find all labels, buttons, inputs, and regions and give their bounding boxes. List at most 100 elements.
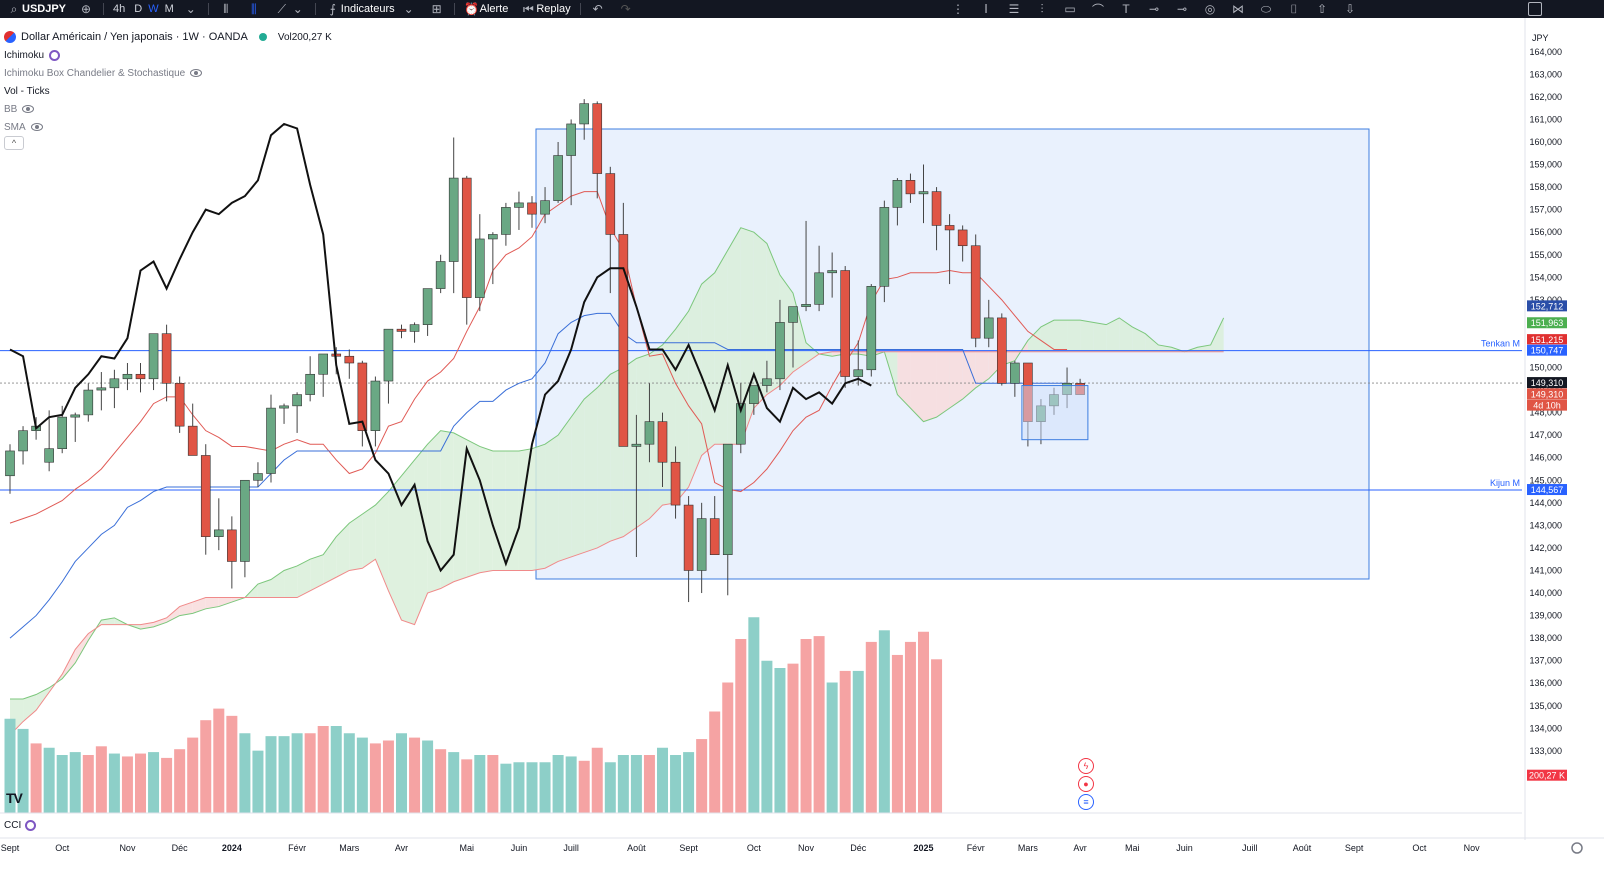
- volume-bar: [69, 752, 81, 813]
- volume-bar: [500, 763, 512, 813]
- legend-title: Dollar Américain / Yen japonais · 1W · O…: [21, 31, 248, 43]
- candle-body: [983, 317, 994, 339]
- brush-icon[interactable]: ⌒: [1091, 2, 1104, 17]
- redo-button[interactable]: ↷: [612, 0, 640, 18]
- kumo-segment: [323, 536, 337, 585]
- cci-pane-label[interactable]: CCI: [4, 820, 37, 831]
- line-style-button[interactable]: ⟋ ⌄: [268, 0, 312, 18]
- price-label: 200,27 K: [1529, 771, 1565, 781]
- candle-body: [996, 317, 1007, 384]
- legend-volume: Vol200,27 K: [277, 31, 332, 43]
- circle-icon[interactable]: ◎: [1204, 2, 1216, 16]
- symbol-search[interactable]: ⌕ USDJPY: [0, 0, 72, 18]
- flash-icon[interactable]: ϟ: [1078, 758, 1094, 774]
- hline-icon[interactable]: ⊸: [1176, 2, 1188, 16]
- candle-body: [5, 450, 15, 477]
- pattern-icon[interactable]: ⋈: [1232, 2, 1244, 16]
- candles-button[interactable]: ⫼: [240, 0, 268, 18]
- volume-bar: [839, 670, 851, 813]
- interval-dropdown[interactable]: ⌄: [177, 0, 205, 18]
- kumo-segment: [649, 344, 663, 519]
- volume-bar: [369, 743, 381, 813]
- volume-bar: [722, 682, 734, 813]
- kumo-segment: [1132, 326, 1146, 352]
- text-icon[interactable]: T: [1122, 2, 1130, 16]
- us-flag-icon[interactable]: ≡: [1078, 794, 1094, 810]
- price-label-bg: [1527, 317, 1567, 329]
- toolbar-divider: [579, 3, 581, 15]
- eye-hidden-icon[interactable]: [22, 105, 35, 113]
- undo-button[interactable]: ↶: [584, 0, 612, 18]
- top-toolbar: ⌕ USDJPY ⊕ 4h D W M ⌄ ⫴ ⫼ ⟋ ⌄ ⨍ Indicateu…: [0, 0, 1604, 18]
- candle-body: [474, 238, 485, 298]
- price-tick-label: 163,000: [1529, 69, 1562, 79]
- note-icon[interactable]: ⌷: [1290, 1, 1298, 16]
- interval-m[interactable]: M: [164, 3, 174, 15]
- templates-button[interactable]: ⊞: [423, 0, 451, 18]
- kumo-segment: [336, 523, 350, 578]
- add-symbol-button[interactable]: ⊕: [72, 0, 100, 18]
- kumo-segment: [310, 554, 324, 591]
- ray-icon[interactable]: ⊸: [1148, 2, 1160, 16]
- replay-button[interactable]: ⏮ Replay: [514, 0, 576, 18]
- collapse-legend-button[interactable]: ^: [4, 136, 24, 150]
- candle-body: [592, 103, 603, 174]
- cursor-icon[interactable]: ⋮: [952, 2, 964, 16]
- volume-bar: [787, 663, 799, 813]
- settings-gear-icon[interactable]: [1571, 842, 1583, 854]
- volume-bar: [95, 746, 107, 813]
- price-axis-bg: [1525, 18, 1604, 877]
- lines-icon[interactable]: ☰: [1008, 2, 1020, 16]
- volume-bar: [931, 659, 943, 813]
- arrow-up-icon[interactable]: ⇧: [1316, 2, 1328, 16]
- alert-button[interactable]: ⏰ Alerte: [458, 0, 515, 18]
- eye-hidden-icon[interactable]: [190, 69, 203, 77]
- candle-body: [905, 180, 916, 195]
- toolbar-divider: [103, 3, 105, 15]
- shape-icon[interactable]: ⬭: [1260, 1, 1272, 16]
- candle-body: [200, 455, 211, 537]
- indicator-sma[interactable]: SMA: [4, 118, 332, 136]
- candle-body: [96, 387, 107, 391]
- indicators-button[interactable]: ⨍ Indicateurs ⌄: [319, 0, 423, 18]
- fullscreen-button[interactable]: [1528, 2, 1542, 16]
- indicator-ichimoku-box[interactable]: Ichimoku Box Chandelier & Stochastique: [4, 64, 332, 82]
- indicator-volume[interactable]: Vol - Ticks: [4, 82, 332, 100]
- price-label-bg: [1527, 399, 1567, 411]
- time-tick-label: Mars: [1018, 843, 1038, 853]
- event-dot-icon[interactable]: ●: [1078, 776, 1094, 792]
- chevron-down-icon: ⌄: [292, 2, 303, 16]
- kumo-segment: [819, 351, 833, 357]
- interval-4h[interactable]: 4h: [113, 3, 126, 15]
- interval-d[interactable]: D: [134, 3, 143, 15]
- bar-style-button[interactable]: ⫴: [212, 0, 240, 18]
- candle-body: [57, 416, 68, 450]
- volume-bar: [396, 733, 407, 813]
- currency-flag-icon: [4, 31, 16, 43]
- hline-label: Tenkan M: [1481, 339, 1520, 349]
- price-tick-label: 153,000: [1529, 295, 1562, 305]
- candle-body: [344, 355, 355, 364]
- kumo-segment: [505, 450, 519, 571]
- arrow-down-icon[interactable]: ⇩: [1344, 2, 1356, 16]
- fib-icon[interactable]: ⫶: [1040, 1, 1044, 16]
- candle-body: [161, 333, 172, 384]
- volume-bar: [591, 747, 603, 813]
- text-tool-icon[interactable]: Ⅰ: [984, 2, 988, 16]
- kumo-segment: [284, 565, 298, 598]
- candle-body: [44, 448, 54, 463]
- eye-hidden-icon[interactable]: [30, 123, 43, 131]
- volume-bar: [108, 753, 120, 813]
- volume-bar: [904, 641, 916, 813]
- kumo-segment: [205, 597, 219, 609]
- interval-w[interactable]: W: [148, 3, 159, 15]
- price-tick-label: 143,000: [1529, 520, 1562, 530]
- kumo-segment: [949, 351, 963, 409]
- rectangle-icon[interactable]: ▭: [1064, 2, 1076, 16]
- indicator-bb[interactable]: BB: [4, 100, 332, 118]
- kumo-segment: [479, 446, 493, 573]
- indicator-ichimoku[interactable]: Ichimoku: [4, 46, 332, 64]
- candle-body: [683, 504, 694, 571]
- price-label-bg: [1527, 344, 1567, 356]
